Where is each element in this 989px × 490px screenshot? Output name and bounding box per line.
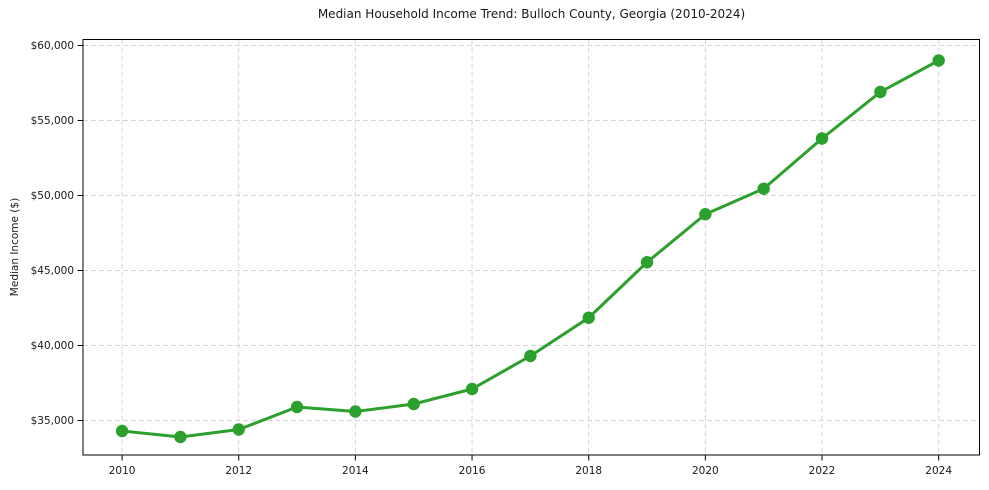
data-point-marker <box>290 400 304 414</box>
y-tick-label: $35,000 <box>31 415 74 427</box>
chart-title: Median Household Income Trend: Bulloch C… <box>317 7 746 21</box>
y-tick-label: $50,000 <box>31 190 74 202</box>
data-point-marker <box>349 405 362 418</box>
y-tick-label: $60,000 <box>31 40 74 52</box>
plot-border <box>82 39 980 456</box>
data-point-marker <box>232 423 245 436</box>
x-tick-label: 2012 <box>225 465 252 477</box>
trend-line <box>120 59 941 439</box>
y-tick-label: $40,000 <box>31 340 74 352</box>
x-tick-label: 2022 <box>809 465 836 477</box>
data-point-marker <box>757 182 770 195</box>
data-point-marker <box>115 424 129 438</box>
data-point-marker <box>815 132 829 145</box>
x-tick-label: 2024 <box>925 465 952 477</box>
data-point-marker <box>640 256 654 269</box>
x-tick-label: 2020 <box>692 465 719 477</box>
y-tick-label: $45,000 <box>31 265 74 277</box>
data-point-marker <box>174 430 187 444</box>
data-point-marker <box>699 208 712 221</box>
data-point-marker <box>932 54 945 67</box>
data-point-marker <box>874 85 887 99</box>
data-point-marker <box>582 311 595 324</box>
x-tick-label: 2010 <box>109 465 136 477</box>
data-point-marker <box>407 397 420 411</box>
data-point-marker <box>524 349 537 363</box>
y-tick-label: $55,000 <box>31 115 74 127</box>
x-tick-label: 2016 <box>459 465 486 477</box>
x-tick-label: 2018 <box>575 465 602 477</box>
data-point-marker <box>465 382 479 396</box>
x-tick-label: 2014 <box>342 465 369 477</box>
